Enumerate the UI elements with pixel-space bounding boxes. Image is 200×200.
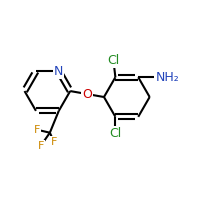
Text: Cl: Cl: [107, 54, 120, 67]
Text: O: O: [82, 88, 92, 101]
Text: F: F: [38, 141, 44, 151]
Text: F: F: [34, 125, 40, 135]
Text: F: F: [51, 137, 57, 147]
Text: NH₂: NH₂: [156, 71, 180, 84]
Text: N: N: [54, 65, 63, 78]
Text: Cl: Cl: [109, 127, 122, 140]
